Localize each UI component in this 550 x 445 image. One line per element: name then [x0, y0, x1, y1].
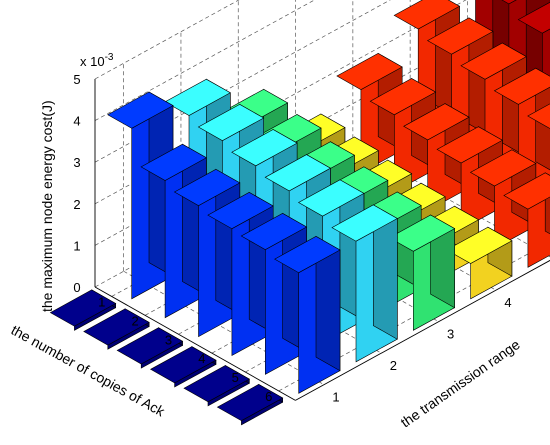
bar-top-face: [140, 143, 208, 181]
bar-top-face: [493, 67, 550, 105]
bar-top-face: [369, 78, 437, 116]
bar-5-6: [527, 103, 550, 129]
x-tick-label: 1: [98, 294, 105, 309]
x-tick-label: 6: [265, 389, 272, 404]
bar-top-face: [297, 179, 365, 217]
y-axis-label: the transmission range: [398, 336, 523, 430]
bar-top-face: [149, 346, 217, 384]
exponent-label: x 10-3: [80, 52, 114, 69]
grid-line-floor-y: [123, 270, 325, 385]
bar-top-face: [503, 172, 550, 210]
bar-4-0: [149, 346, 217, 388]
bar-6-3: [388, 214, 456, 331]
bar-top-face: [49, 289, 117, 327]
bar-top-face: [388, 214, 456, 252]
bar-6-4: [445, 226, 513, 300]
tick-labels: 0123451234561234567: [73, 72, 511, 405]
bar-top-face: [197, 104, 265, 141]
bars-group: [49, 0, 550, 426]
bar-top-face: [469, 149, 537, 187]
bar-front-face: [527, 196, 550, 268]
x-tick-label: 4: [198, 351, 205, 366]
z-tick-label: 5: [73, 72, 80, 87]
axes: [94, 79, 550, 401]
bar-1-1: [107, 91, 174, 300]
y-tick-label: 1: [332, 390, 339, 405]
bar-top-face: [231, 129, 298, 167]
y-tick-label: 3: [447, 327, 454, 342]
bar-top-face: [116, 327, 184, 365]
bar-6-1: [274, 235, 341, 394]
bar-top-face: [274, 236, 341, 274]
bar-top-face: [501, 0, 517, 5]
bar-top-face: [183, 365, 250, 403]
bar-top-face: [403, 103, 470, 141]
bar-top-face: [240, 213, 308, 250]
x-tick-label: 5: [232, 370, 239, 385]
bar-top-face: [216, 384, 284, 422]
bar-top-face: [336, 53, 403, 90]
y-tick-label: 4: [504, 295, 511, 310]
bar-top-face: [426, 17, 494, 55]
z-tick-label: 4: [73, 114, 80, 129]
bar-top-face: [107, 91, 174, 129]
z-tick-label: 2: [73, 197, 80, 212]
y-axis: [295, 259, 550, 401]
bar-top-face: [83, 308, 150, 346]
bar-3-0: [116, 327, 184, 369]
bar-top-face: [207, 192, 274, 230]
exponent-value: -3: [105, 52, 114, 63]
bar-6-2: [331, 204, 398, 363]
z-tick-label: 0: [73, 280, 80, 295]
bar-1-0: [49, 289, 117, 331]
bar-top-face: [264, 154, 332, 192]
x-tick-label: 2: [131, 313, 138, 328]
bar-top-face: [436, 126, 504, 164]
bar-top-face: [393, 0, 461, 30]
bar-top-face: [173, 168, 241, 206]
bar-2-0: [83, 308, 150, 350]
bar-top-face: [527, 103, 550, 129]
bar-top-face: [164, 78, 231, 116]
z-tick-label: 3: [73, 155, 80, 170]
y-tick-label: 2: [390, 358, 397, 373]
bar-top-face: [460, 42, 527, 80]
bar-5-0: [183, 364, 250, 407]
x-axis: [94, 286, 296, 401]
bar-top-face: [445, 226, 513, 264]
z-axis-label: the maximum node energy cost(J): [39, 100, 55, 312]
z-tick-label: 1: [73, 238, 80, 253]
bar-top-face: [517, 1, 550, 34]
bar-top-face: [331, 204, 398, 242]
bar-6-5: [503, 172, 550, 268]
x-tick-label: 3: [165, 332, 172, 347]
bar-6-0: [216, 383, 284, 426]
